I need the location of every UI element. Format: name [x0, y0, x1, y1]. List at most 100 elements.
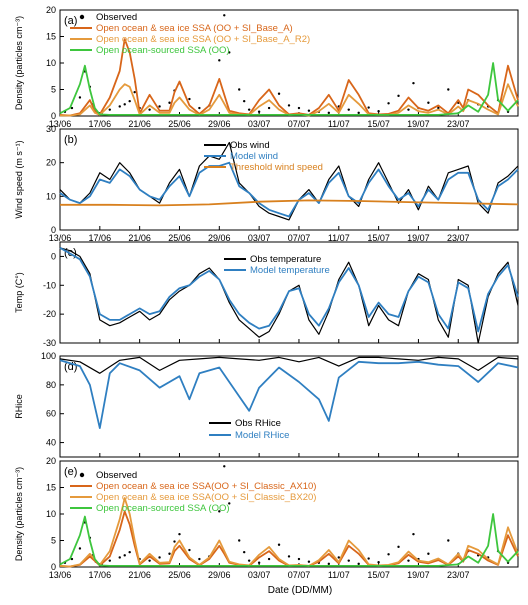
x-tick-label: 17/06 — [89, 119, 112, 129]
series-line — [59, 513, 519, 567]
x-tick-label: 21/06 — [128, 233, 151, 243]
legend-label: Observed — [96, 12, 137, 23]
x-tick-label: 23/07 — [447, 119, 470, 129]
data-point — [327, 111, 331, 115]
data-point — [118, 556, 121, 559]
y-tick-label: 60 — [46, 409, 56, 419]
data-point — [128, 99, 131, 103]
data-point — [257, 110, 261, 113]
x-tick-label: 11/07 — [328, 119, 350, 129]
data-point — [307, 560, 311, 563]
data-point — [188, 548, 191, 552]
data-point — [387, 553, 390, 556]
data-point — [168, 552, 171, 555]
data-point — [387, 102, 390, 105]
y-tick-label: -30 — [43, 338, 56, 348]
data-point — [367, 106, 370, 109]
data-point — [158, 556, 161, 559]
data-point — [173, 540, 176, 543]
data-point — [133, 90, 136, 94]
data-point — [307, 109, 311, 112]
x-tick-label: 23/07 — [447, 570, 470, 580]
y-axis-label: Wind speed (m s⁻¹) — [14, 140, 24, 218]
series-line — [60, 83, 519, 117]
panel-label: (e) — [64, 466, 77, 478]
x-tick-label: 15/07 — [367, 119, 390, 129]
data-point — [267, 557, 271, 561]
legend-label: Open ocean-sourced SSA (OO) — [96, 45, 230, 56]
data-point — [357, 111, 360, 115]
legend-label: Obs temperature — [250, 254, 321, 265]
legend-label: Model wind — [230, 151, 278, 162]
y-tick-label: 15 — [46, 32, 56, 42]
data-point — [407, 108, 410, 111]
plot-frame — [59, 355, 519, 458]
series-line — [59, 62, 519, 116]
legend-label: Model temperature — [250, 265, 330, 276]
data-point — [367, 557, 370, 560]
x-tick-label: 11/07 — [328, 233, 350, 243]
data-point — [168, 101, 171, 104]
x-tick-label: 21/06 — [128, 119, 151, 129]
x-tick-label: 29/06 — [208, 119, 231, 129]
panel-b: 13/06 17/06 21/06 25/06 29/06 03/07 07/07 11/07… — [14, 124, 519, 243]
x-tick-label: 03/07 — [248, 119, 271, 129]
x-tick-label: 11/07 — [328, 570, 350, 580]
data-point — [277, 92, 281, 95]
data-point — [287, 555, 291, 558]
legend-label: Obs RHice — [235, 418, 281, 429]
data-point — [337, 556, 340, 559]
x-tick-label: 25/06 — [168, 233, 191, 243]
y-axis-label: Density (particles cm⁻³) — [14, 16, 24, 110]
x-tick-label: 15/07 — [367, 570, 390, 580]
data-point — [178, 532, 181, 536]
data-point — [397, 94, 400, 98]
legend-label: Model RHice — [235, 430, 289, 441]
plot-frame — [59, 241, 519, 344]
data-point — [242, 550, 246, 554]
x-tick-label: 07/07 — [288, 570, 311, 580]
data-point — [287, 104, 291, 107]
y-tick-label: 5 — [51, 536, 56, 546]
y-axis-label: Density (particles cm⁻³) — [14, 467, 24, 561]
data-point — [70, 557, 74, 561]
panel-label: (a) — [64, 15, 77, 27]
x-tick-label: 29/06 — [208, 570, 231, 580]
y-tick-label: 100 — [41, 351, 56, 361]
legend-marker — [79, 14, 85, 20]
data-point — [148, 108, 151, 111]
data-point — [108, 559, 111, 562]
data-point — [297, 557, 301, 561]
x-tick-label: 19/07 — [407, 119, 430, 129]
y-tick-label: 5 — [51, 85, 56, 95]
x-tick-label: 29/06 — [208, 233, 231, 243]
data-point — [70, 106, 74, 110]
data-point — [78, 96, 82, 99]
y-tick-label: 20 — [46, 456, 56, 466]
y-tick-label: 10 — [46, 58, 56, 68]
series-line — [59, 38, 519, 117]
data-point — [257, 561, 261, 564]
x-tick-label: 25/06 — [168, 119, 191, 129]
data-point — [327, 562, 331, 566]
x-tick-label: 17/06 — [89, 233, 112, 243]
data-point — [148, 559, 151, 562]
y-tick-label: 0 — [51, 225, 56, 235]
data-point — [158, 105, 161, 108]
data-point — [407, 559, 410, 562]
legend-label: Observed — [96, 470, 137, 481]
legend-label: Threshold wind speed — [230, 162, 323, 173]
data-point — [397, 545, 400, 549]
x-tick-label: 19/07 — [407, 233, 430, 243]
data-point — [118, 105, 121, 108]
data-point — [377, 110, 380, 113]
y-tick-label: 40 — [46, 438, 56, 448]
data-point — [238, 88, 241, 91]
series-line — [59, 356, 519, 374]
series-line — [59, 359, 519, 430]
y-tick-label: 10 — [46, 509, 56, 519]
data-point — [198, 557, 201, 561]
data-point — [247, 559, 251, 562]
